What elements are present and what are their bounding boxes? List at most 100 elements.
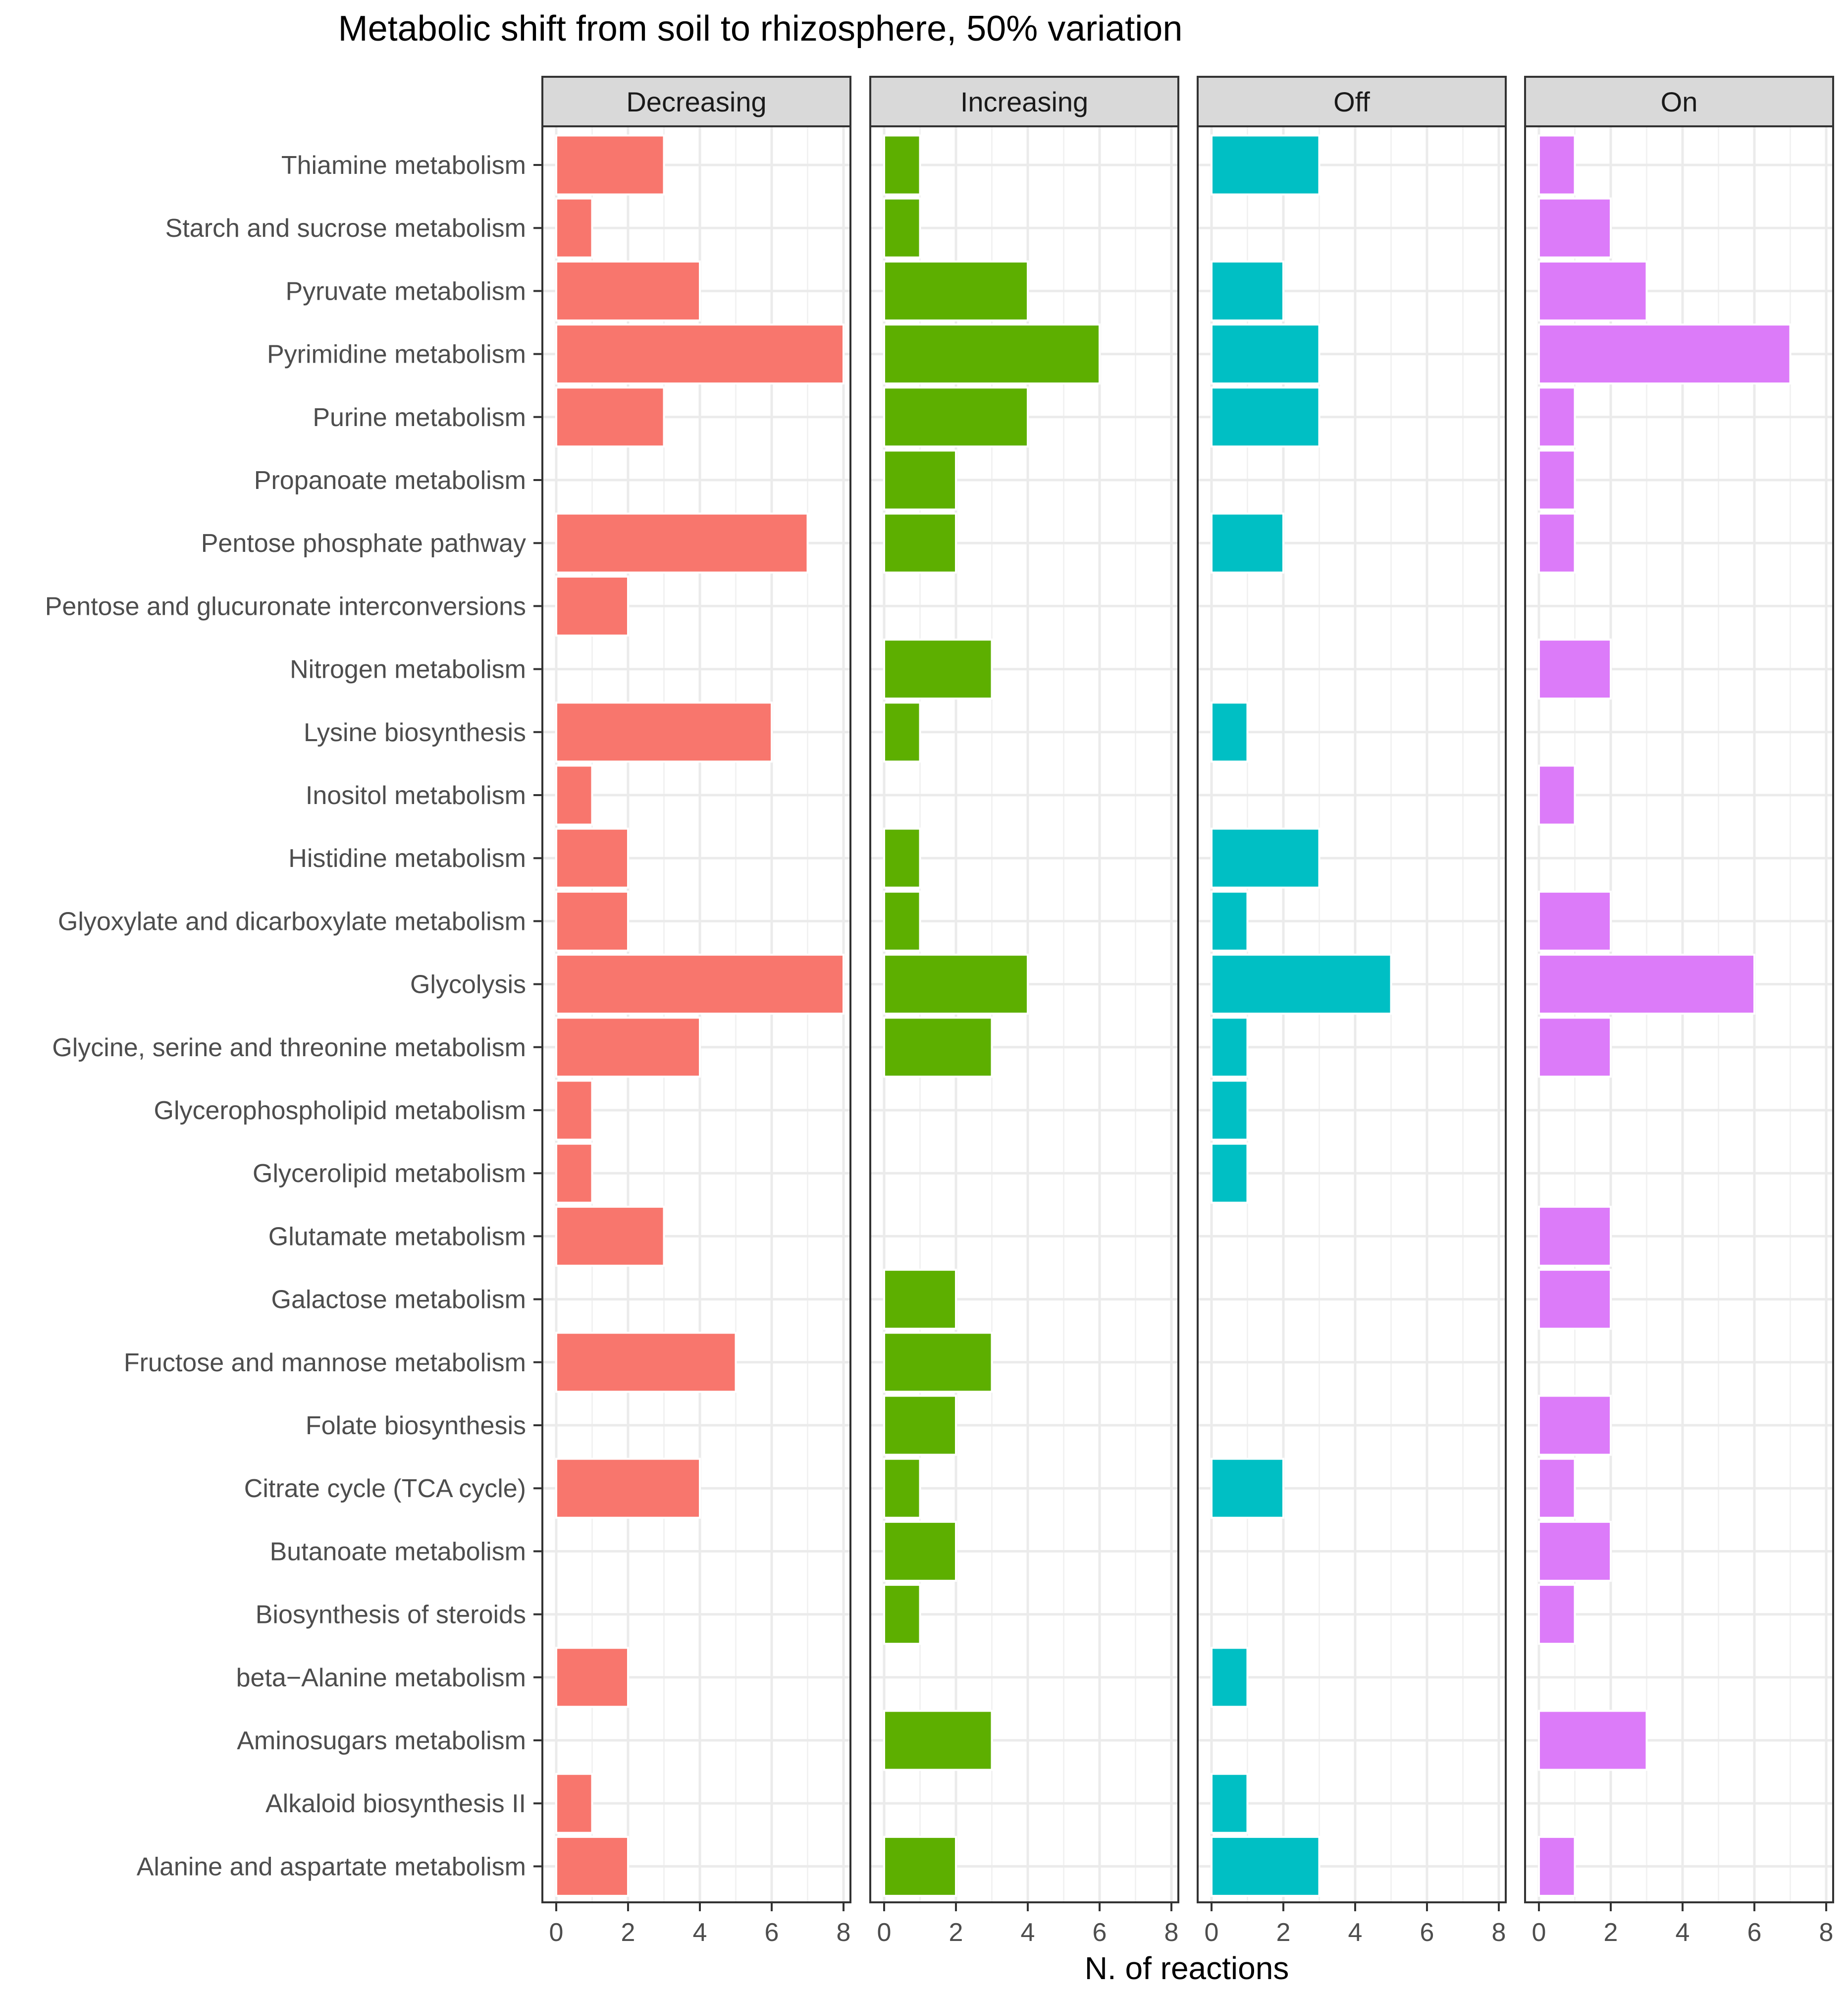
bar-increasing-alanine-and-aspartate-metabolism: [883, 1835, 957, 1897]
x-tick-label: 4: [1348, 1918, 1363, 1947]
x-tick-label: 2: [949, 1918, 963, 1947]
x-tick-label: 6: [1093, 1918, 1107, 1947]
bar-off-beta-alanine-metabolism: [1211, 1647, 1249, 1708]
y-tick-label: Folate biosynthesis: [306, 1411, 526, 1440]
bar-off-lysine-biosynthesis: [1211, 701, 1249, 763]
bar-off-alkaloid-biosynthesis-ii: [1211, 1773, 1249, 1834]
bar-on-biosynthesis-of-steroids: [1538, 1584, 1576, 1645]
facet-strip-off: [1197, 76, 1507, 127]
bar-on-pentose-phosphate-pathway: [1538, 512, 1576, 574]
facet-strip-increasing: [869, 76, 1179, 127]
bar-increasing-biosynthesis-of-steroids: [883, 1584, 921, 1645]
x-tick-label: 0: [877, 1918, 892, 1947]
y-tick-label: Pentose phosphate pathway: [201, 529, 526, 558]
bar-on-galactose-metabolism: [1538, 1269, 1612, 1330]
x-tick-label: 8: [1164, 1918, 1179, 1947]
bar-on-glycolysis: [1538, 954, 1755, 1015]
bar-off-histidine-metabolism: [1211, 827, 1320, 889]
y-tick-label: Glycerophospholipid metabolism: [154, 1096, 527, 1125]
bar-on-thiamine-metabolism: [1538, 134, 1576, 196]
x-tick-label: 6: [765, 1918, 779, 1947]
bar-on-pyrimidine-metabolism: [1538, 323, 1792, 385]
x-tick-label: 8: [1819, 1918, 1834, 1947]
bar-decreasing-purine-metabolism: [555, 386, 665, 448]
y-tick-label: Alkaloid biosynthesis II: [265, 1789, 526, 1818]
facet-strip-on: [1524, 76, 1834, 127]
bar-increasing-glyoxylate-and-dicarboxylate-metabolism: [883, 890, 921, 952]
bar-decreasing-pyrimidine-metabolism: [555, 323, 845, 385]
y-tick-label: Aminosugars metabolism: [237, 1726, 526, 1755]
bar-off-glycerophospholipid-metabolism: [1211, 1079, 1249, 1141]
x-tick-label: 4: [693, 1918, 707, 1947]
bar-on-nitrogen-metabolism: [1538, 639, 1612, 700]
facet-panel-increasing: Increasing 0 2 4 6 8: [869, 76, 1179, 1947]
y-tick-label: Pyruvate metabolism: [285, 277, 526, 306]
y-tick-label: beta−Alanine metabolism: [236, 1664, 526, 1692]
bar-decreasing-glyoxylate-and-dicarboxylate-metabolism: [555, 890, 629, 952]
y-tick-label: Galactose metabolism: [271, 1286, 526, 1314]
chart-title: Metabolic shift from soil to rhizosphere…: [338, 9, 1183, 49]
facet-panel-decreasing: Decreasing 0 2 4 6 8: [541, 76, 851, 1947]
bar-on-pyruvate-metabolism: [1538, 260, 1648, 322]
y-tick-label: Inositol metabolism: [306, 781, 526, 810]
bar-off-pentose-phosphate-pathway: [1211, 512, 1284, 574]
x-tick-label: 6: [1420, 1918, 1434, 1947]
bar-increasing-fructose-and-mannose-metabolism: [883, 1332, 993, 1393]
bar-off-glyoxylate-and-dicarboxylate-metabolism: [1211, 890, 1249, 952]
facet-strip-decreasing: [541, 76, 851, 127]
bar-decreasing-starch-and-sucrose-metabolism: [555, 197, 593, 259]
bar-increasing-propanoate-metabolism: [883, 449, 957, 511]
bar-off-alanine-and-aspartate-metabolism: [1211, 1835, 1320, 1897]
bar-decreasing-thiamine-metabolism: [555, 134, 665, 196]
bar-off-citrate-cycle-tca-cycle: [1211, 1457, 1284, 1519]
bar-increasing-purine-metabolism: [883, 386, 1029, 448]
bar-off-pyruvate-metabolism: [1211, 260, 1284, 322]
bar-decreasing-glycerophospholipid-metabolism: [555, 1079, 593, 1141]
x-tick-label: 8: [1492, 1918, 1506, 1947]
bar-on-glyoxylate-and-dicarboxylate-metabolism: [1538, 890, 1612, 952]
x-tick-label: 6: [1747, 1918, 1762, 1947]
y-tick-label: Fructose and mannose metabolism: [124, 1348, 526, 1377]
bar-decreasing-glycolysis: [555, 954, 845, 1015]
bar-on-folate-biosynthesis: [1538, 1395, 1612, 1456]
y-tick-label: Purine metabolism: [313, 403, 526, 432]
bar-decreasing-citrate-cycle-tca-cycle: [555, 1457, 701, 1519]
x-axis-title: N. of reactions: [1085, 1950, 1289, 1986]
facet-strip-label: Off: [1333, 86, 1370, 117]
bar-off-glycine-serine-and-threonine-metabolism: [1211, 1017, 1249, 1078]
y-tick-label: Glyoxylate and dicarboxylate metabolism: [58, 907, 526, 936]
bar-decreasing-inositol-metabolism: [555, 764, 593, 826]
bar-increasing-aminosugars-metabolism: [883, 1710, 993, 1771]
bar-increasing-galactose-metabolism: [883, 1269, 957, 1330]
x-tick-label: 4: [1676, 1918, 1690, 1947]
y-tick-label: Glycerolipid metabolism: [253, 1159, 526, 1188]
bar-on-starch-and-sucrose-metabolism: [1538, 197, 1612, 259]
y-tick-label: Butanoate metabolism: [270, 1537, 526, 1566]
y-tick-label: Alanine and aspartate metabolism: [137, 1852, 526, 1881]
x-tick-label: 8: [837, 1918, 851, 1947]
bar-on-citrate-cycle-tca-cycle: [1538, 1457, 1576, 1519]
bar-on-inositol-metabolism: [1538, 764, 1576, 826]
bar-increasing-starch-and-sucrose-metabolism: [883, 197, 921, 259]
category-labels: Thiamine metabolism Starch and sucrose me…: [45, 151, 542, 1881]
bar-on-butanoate-metabolism: [1538, 1520, 1612, 1582]
bar-increasing-butanoate-metabolism: [883, 1520, 957, 1582]
x-tick-label: 2: [1604, 1918, 1618, 1947]
bar-decreasing-fructose-and-mannose-metabolism: [555, 1332, 737, 1393]
bar-off-pyrimidine-metabolism: [1211, 323, 1320, 385]
bar-off-glycolysis: [1211, 954, 1392, 1015]
bar-off-glycerolipid-metabolism: [1211, 1142, 1249, 1204]
bar-increasing-glycine-serine-and-threonine-metabolism: [883, 1017, 993, 1078]
y-tick-label: Pyrimidine metabolism: [267, 340, 526, 369]
y-tick-label: Pentose and glucuronate interconversions: [45, 592, 526, 621]
facet-strip-label: Increasing: [960, 86, 1088, 117]
facet-panel-on: On 0 2 4 6 8: [1524, 76, 1834, 1947]
y-tick-label: Nitrogen metabolism: [290, 655, 526, 684]
x-tick-label: 2: [621, 1918, 635, 1947]
bar-decreasing-glutamate-metabolism: [555, 1205, 665, 1267]
bar-decreasing-alanine-and-aspartate-metabolism: [555, 1835, 629, 1897]
x-tick-label: 0: [1205, 1918, 1219, 1947]
bar-decreasing-pyruvate-metabolism: [555, 260, 701, 322]
